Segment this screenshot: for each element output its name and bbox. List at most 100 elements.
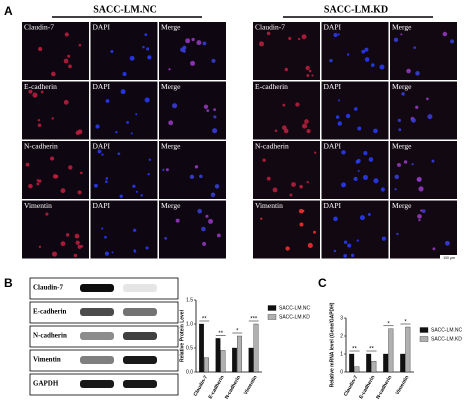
group-title: SACC-LM.KD (324, 4, 388, 15)
cell-dot (133, 250, 137, 253)
micrograph (159, 22, 226, 80)
cell-dot (191, 37, 195, 42)
stain-label: Merge (161, 23, 181, 32)
cell-dot (357, 126, 362, 131)
cell-dot (416, 178, 419, 181)
cell-dot (353, 107, 358, 111)
y-tick-label: 1 (340, 351, 343, 357)
bar (366, 353, 372, 373)
cell-dot (298, 208, 304, 214)
blot-band (80, 332, 114, 340)
cell-dot (105, 177, 109, 180)
y-tick-label: 0.5 (186, 345, 193, 351)
cell-dot (288, 36, 292, 40)
x-tick-label: Claudin-7 (193, 374, 210, 397)
cell-dot (289, 193, 293, 197)
bar (354, 366, 360, 373)
cell-dot (420, 209, 423, 212)
cell-dot (343, 253, 348, 258)
y-tick-label: 1.5 (186, 297, 193, 303)
cell-dot (356, 239, 359, 242)
cell-dot (333, 216, 338, 222)
cell-dot (38, 179, 42, 183)
cell-dot (299, 184, 303, 189)
cell-dot (37, 119, 41, 122)
cell-dot (418, 219, 421, 222)
bar (204, 357, 209, 373)
cell-dot (68, 64, 72, 69)
cell-dot (450, 39, 455, 44)
cell-dot (63, 99, 69, 105)
legend-swatch (419, 336, 429, 342)
cell-dot (417, 214, 422, 219)
stain-label: DAPI (93, 82, 111, 91)
cell-dot (115, 131, 118, 134)
cell-dot (38, 245, 42, 248)
stain-label: N-cadherin (24, 142, 58, 151)
cell-dot (135, 190, 138, 193)
cell-dot (211, 58, 216, 63)
cell-dot (364, 57, 370, 62)
cell-dot (285, 246, 290, 251)
stain-label: DAPI (93, 23, 111, 32)
cell-dot (60, 241, 66, 247)
cell-dot (396, 232, 399, 236)
blot-row-label: E-cadherin (33, 308, 67, 316)
cell-dot (140, 194, 143, 197)
cell-dot (356, 158, 361, 163)
cell-dot (189, 174, 195, 179)
cell-dot (172, 103, 178, 109)
cell-dot (394, 188, 397, 191)
blot-band (80, 356, 114, 364)
legend-label: SACC-LM.NC (431, 327, 463, 333)
stain-label: Merge (161, 201, 181, 210)
cell-dot (432, 247, 436, 251)
cell-dot (194, 165, 199, 169)
cell-dot (345, 113, 351, 119)
cell-dot (202, 41, 207, 46)
micrograph (22, 81, 89, 140)
cell-dot (341, 150, 346, 155)
cell-dot (216, 233, 221, 238)
cell-dot (95, 124, 100, 129)
cell-dot (101, 153, 104, 156)
cell-dot (329, 58, 333, 63)
cell-dot (165, 168, 169, 172)
cell-dot (73, 253, 78, 258)
cell-dot (297, 37, 301, 41)
cell-dot (63, 58, 69, 64)
blot-row-label: N-cadherin (33, 332, 67, 340)
cell-dot (208, 218, 213, 224)
cell-dot (202, 241, 207, 246)
cell-dot (301, 34, 307, 40)
cell-dot (381, 236, 387, 241)
x-tick-label: Vimentin (395, 375, 411, 396)
cell-dot (311, 74, 314, 77)
stain-label: Merge (392, 142, 412, 151)
cell-dot (104, 180, 108, 184)
cell-dot (415, 105, 419, 109)
significance-label: ** (369, 347, 374, 353)
cell-dot (51, 117, 54, 120)
cell-dot (119, 194, 123, 198)
cell-dot (308, 69, 312, 73)
blot-row-label: GAPDH (33, 380, 59, 388)
panel-label: C (318, 276, 327, 290)
micrograph (22, 141, 89, 199)
blot-row-label: Vimentin (33, 356, 61, 364)
cell-dot (104, 251, 110, 256)
bar (253, 323, 259, 373)
cell-dot (302, 209, 305, 213)
bar (400, 353, 406, 373)
cell-dot (307, 242, 313, 248)
cell-dot (144, 97, 150, 103)
cell-dot (213, 115, 217, 119)
stain-label: DAPI (93, 142, 111, 151)
cell-dot (180, 47, 185, 53)
cell-dot (142, 45, 145, 49)
cell-dot (418, 186, 424, 192)
stain-label: Merge (161, 82, 181, 91)
micrograph (321, 141, 389, 199)
cell-dot (262, 158, 266, 162)
